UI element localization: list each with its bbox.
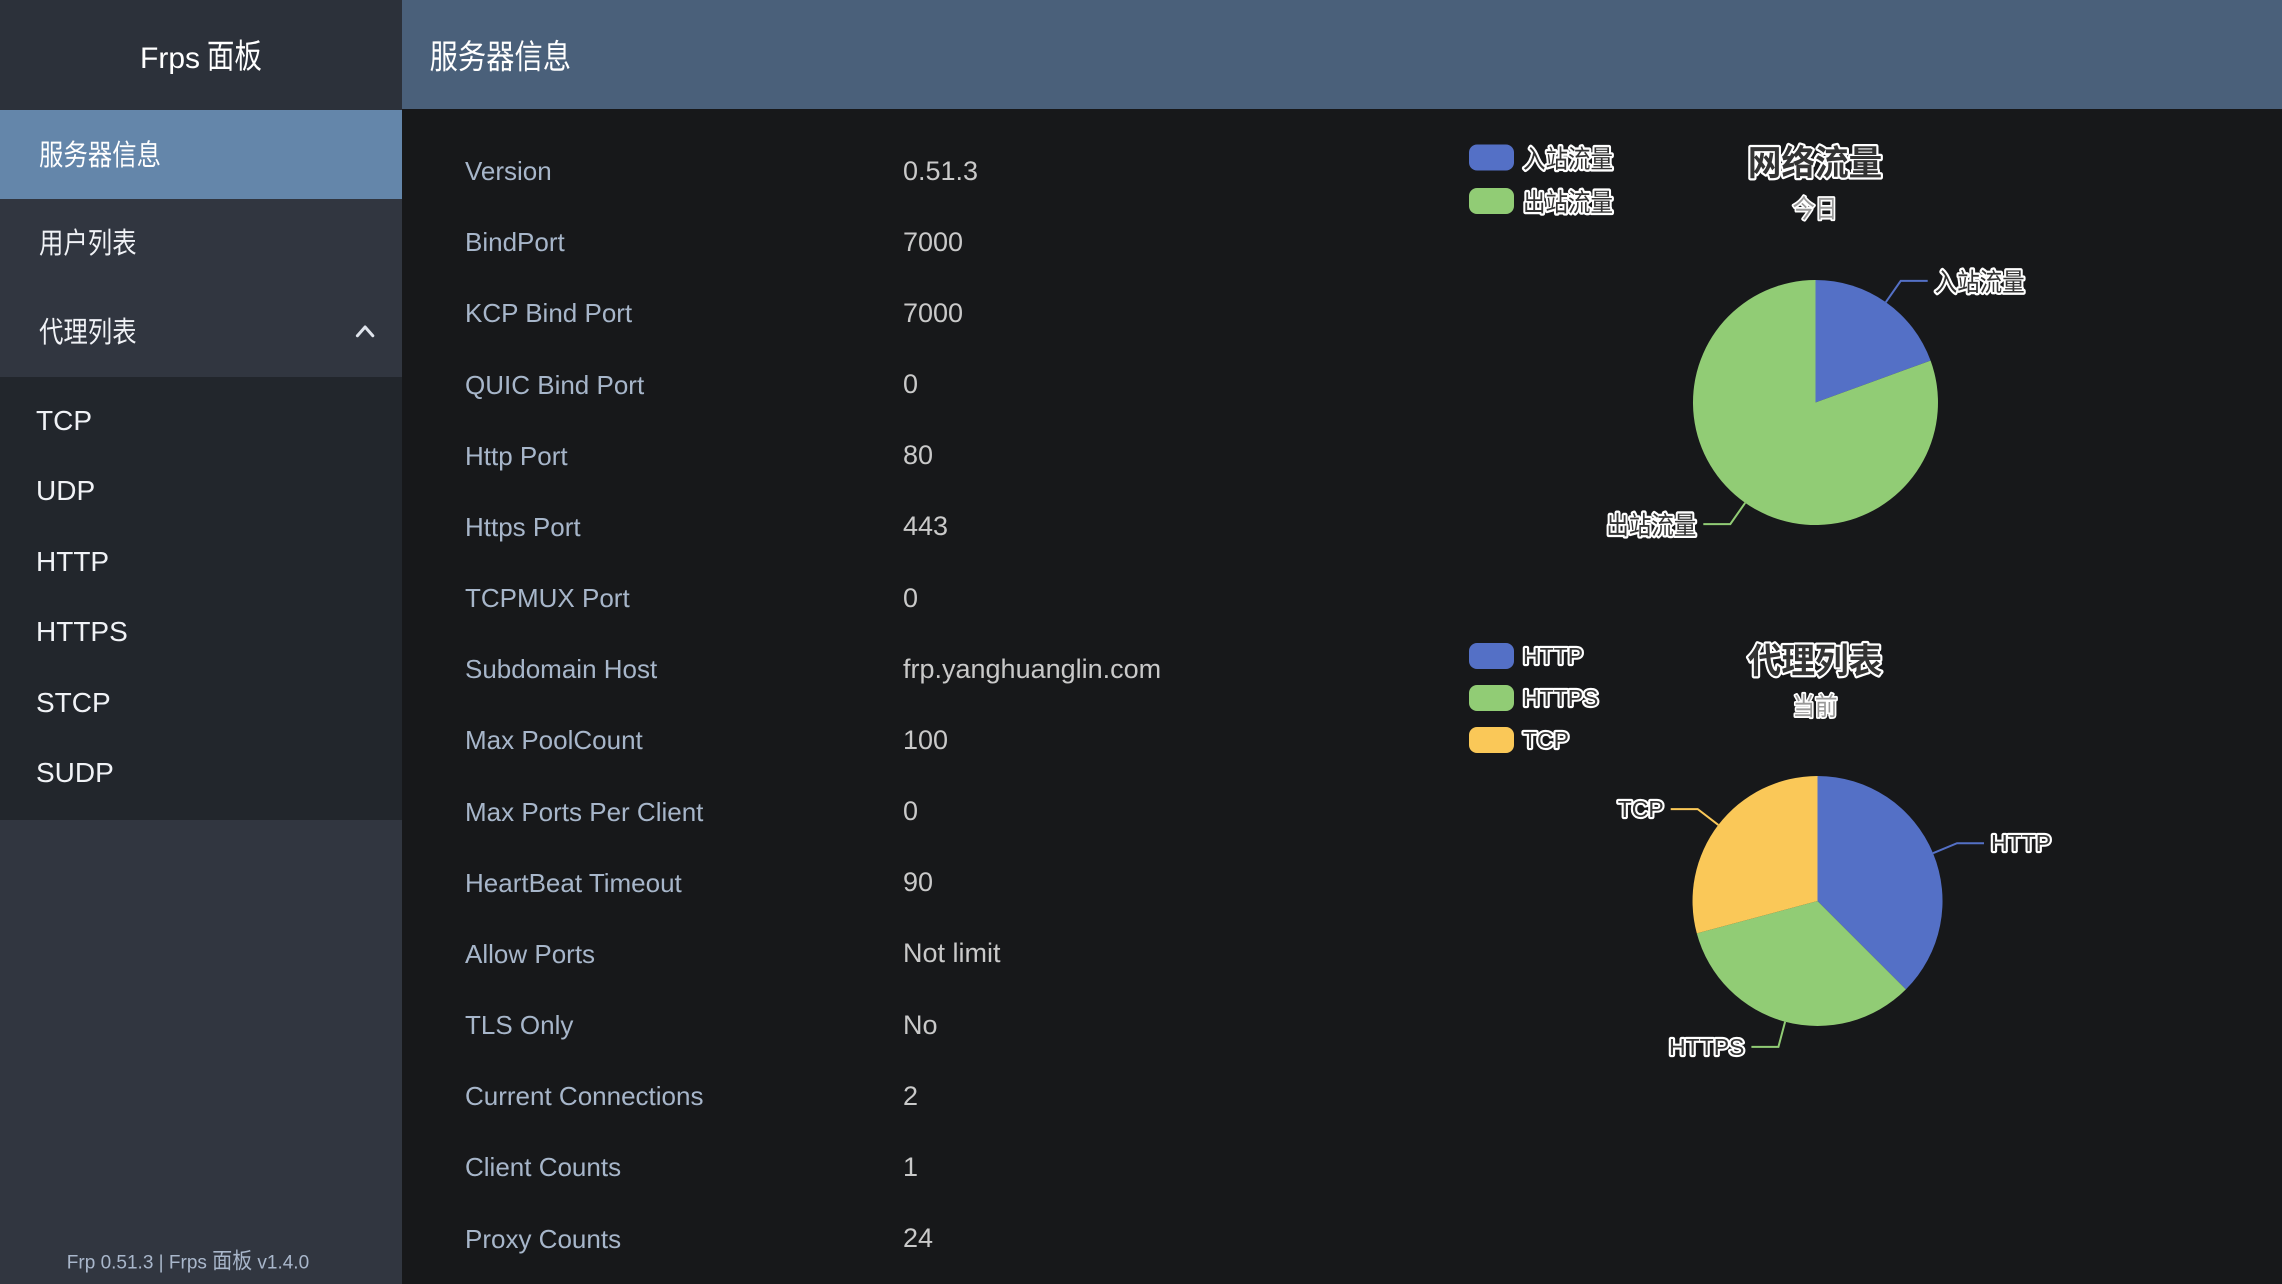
svg-text:HTTPS: HTTPS <box>1523 685 1598 711</box>
svg-text:TCP: TCP <box>1618 796 1664 822</box>
svg-text:TCP: TCP <box>1523 727 1569 753</box>
svg-text:Frps: Frps <box>140 42 200 75</box>
svg-text:HTTP: HTTP <box>1991 830 2051 856</box>
svg-text:HTTPS: HTTPS <box>1669 1034 1744 1060</box>
svg-text:Frp 0.51.3 | Frps: Frp 0.51.3 | Frps <box>67 1253 207 1274</box>
svg-text:v1.4.0: v1.4.0 <box>257 1253 309 1274</box>
svg-text:HTTP: HTTP <box>1523 643 1583 669</box>
